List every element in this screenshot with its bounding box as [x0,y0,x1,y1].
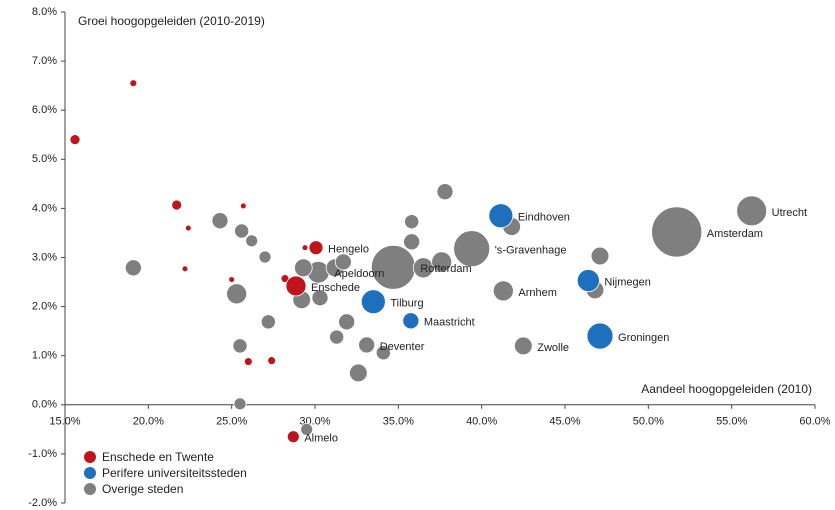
x-axis-label: Aandeel hoogopgeleiden (2010) [641,382,812,396]
bubble [69,134,81,146]
y-tick-label: 8.0% [32,6,57,18]
bubble [375,345,391,361]
y-tick-label: 1.0% [32,350,57,362]
point-label: Zwolle [537,342,569,354]
bubble [736,195,768,227]
y-tick-label: 3.0% [32,251,57,263]
bubble [403,233,421,251]
x-tick-label: 20.0% [133,416,164,428]
bubble [184,224,192,232]
y-axis-label: Groei hoogopgeleiden (2010-2019) [78,14,265,28]
legend-label: Enschede en Twente [102,450,214,464]
x-tick-label: 55.0% [716,416,747,428]
bubble [226,283,248,305]
bubble [431,251,453,273]
legend-marker [84,451,96,463]
x-tick-label: 15.0% [49,416,80,428]
point-label: Nijmegen [604,276,650,288]
x-tick-label: 25.0% [216,416,247,428]
x-tick-label: 40.0% [466,416,497,428]
bubble [404,214,420,230]
point-label: Enschede [311,282,360,294]
legend-label: Overige steden [102,482,183,496]
legend-marker [84,483,96,495]
legend-label: Perifere universiteitssteden [102,466,247,480]
point-label: Arnhem [518,287,557,299]
bubble [358,336,376,354]
bubble [301,244,309,252]
y-tick-label: 4.0% [32,202,57,214]
y-tick-label: -2.0% [28,497,57,509]
y-tick-label: -1.0% [28,448,57,460]
bubble [334,253,352,271]
bubble [285,275,307,297]
bubble [300,422,314,436]
bubble [228,276,236,283]
bubble [488,203,514,229]
y-tick-label: 6.0% [32,104,57,116]
bubble [576,269,600,293]
point-label: Eindhoven [518,212,570,224]
bubble [260,314,276,330]
y-tick-label: 7.0% [32,55,57,67]
bubble [239,202,247,210]
bubble [360,289,386,315]
x-tick-label: 45.0% [549,416,580,428]
point-label: Rotterdam [420,263,471,275]
bubble [232,338,248,354]
bubble [651,206,703,258]
bubble [308,240,324,256]
bubble [590,246,610,266]
point-label: Utrecht [772,207,807,219]
bubble [514,336,533,356]
point-label: Deventer [380,341,425,353]
y-tick-label: 5.0% [32,153,57,165]
bubble [402,312,420,330]
bubble [349,363,368,383]
bubble [492,280,514,302]
bubble [211,212,229,230]
y-tick-label: 0.0% [32,399,57,411]
bubble [338,313,356,331]
bubble [258,250,272,264]
point-label: Maastricht [424,317,475,329]
bubble [181,265,189,273]
bubble [436,183,454,201]
bubble [245,234,259,248]
y-tick-label: 2.0% [32,301,57,313]
point-label: Almelo [304,433,338,445]
bubble [129,79,138,88]
bubble [267,356,277,365]
bubble [171,199,183,211]
x-tick-label: 60.0% [799,416,830,428]
bubble [294,258,313,278]
point-label: Hengelo [328,244,369,256]
legend-marker [84,467,96,479]
point-label: Amsterdam [707,228,763,240]
x-tick-label: 50.0% [633,416,664,428]
bubble [286,430,300,444]
point-label: 's-Gravenhage [495,245,567,257]
bubble [329,329,345,345]
bubble [311,289,329,307]
bubble [124,259,142,277]
bubble [233,397,247,411]
bubble [453,230,491,268]
x-tick-label: 35.0% [383,416,414,428]
bubble [243,357,253,366]
bubble [234,223,250,239]
point-label: Apeldoorn [334,268,384,280]
point-label: Groningen [618,332,669,344]
point-label: Tilburg [390,298,423,310]
bubble [586,322,614,350]
